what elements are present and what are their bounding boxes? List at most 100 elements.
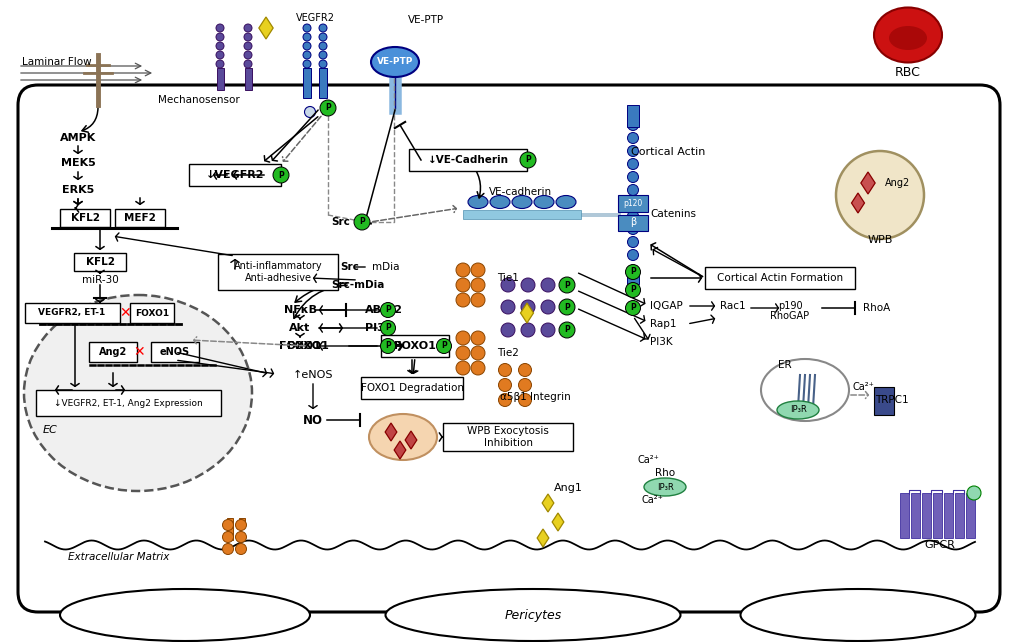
Circle shape [236, 519, 246, 530]
Text: P: P [525, 155, 531, 164]
Circle shape [319, 33, 327, 41]
Ellipse shape [761, 359, 849, 421]
Text: RhoGAP: RhoGAP [771, 311, 810, 321]
FancyBboxPatch shape [36, 390, 221, 416]
Circle shape [456, 331, 470, 345]
Text: β: β [630, 217, 636, 227]
Text: P: P [325, 103, 331, 112]
Text: ↓VE-Cadherin: ↓VE-Cadherin [428, 155, 508, 165]
FancyBboxPatch shape [361, 377, 463, 399]
Circle shape [628, 146, 638, 157]
FancyBboxPatch shape [189, 164, 281, 186]
Text: p120: p120 [624, 198, 642, 207]
Text: IP₃R: IP₃R [657, 483, 674, 492]
Bar [581, 213, 621, 217]
Text: Cortical Actin: Cortical Actin [631, 147, 706, 157]
Text: NO: NO [303, 413, 323, 426]
Text: Tie1: Tie1 [497, 273, 519, 283]
Ellipse shape [644, 478, 686, 496]
Circle shape [244, 24, 252, 32]
Circle shape [560, 322, 575, 338]
FancyBboxPatch shape [704, 267, 855, 289]
Text: Catenins: Catenins [650, 209, 696, 219]
Ellipse shape [874, 8, 942, 62]
Text: ↑eNOS: ↑eNOS [293, 370, 333, 380]
Text: ER: ER [778, 360, 792, 370]
Circle shape [236, 532, 246, 542]
Text: FOXO1 Degradation: FOXO1 Degradation [360, 383, 464, 393]
Circle shape [319, 42, 327, 50]
Circle shape [456, 361, 470, 375]
Circle shape [244, 33, 252, 41]
Circle shape [216, 24, 224, 32]
Text: MEF2: MEF2 [125, 213, 156, 223]
Bar [911, 493, 920, 538]
Ellipse shape [60, 589, 310, 641]
Circle shape [628, 159, 638, 169]
Ellipse shape [468, 196, 488, 209]
Text: eNOS: eNOS [160, 347, 190, 357]
Ellipse shape [534, 196, 554, 209]
Circle shape [471, 361, 485, 375]
Bar [239, 518, 245, 524]
FancyBboxPatch shape [25, 303, 119, 323]
Circle shape [381, 338, 395, 354]
Text: P: P [565, 325, 570, 334]
Text: ✕: ✕ [133, 345, 145, 359]
Text: VE-cadherin: VE-cadherin [488, 187, 551, 197]
Circle shape [244, 51, 252, 59]
Circle shape [381, 320, 395, 336]
Circle shape [244, 42, 252, 50]
Circle shape [303, 24, 311, 32]
FancyBboxPatch shape [130, 303, 174, 323]
Bar [216, 68, 224, 90]
Bar [227, 518, 233, 540]
Text: Pericytes: Pericytes [504, 609, 562, 621]
Circle shape [319, 51, 327, 59]
Bar [627, 268, 639, 284]
Text: P: P [385, 342, 391, 351]
Text: Laminar Flow: Laminar Flow [22, 57, 92, 67]
Bar [244, 68, 251, 90]
Circle shape [471, 293, 485, 307]
Polygon shape [552, 513, 564, 531]
Ellipse shape [556, 196, 576, 209]
Circle shape [501, 300, 515, 314]
Text: miR-30: miR-30 [82, 275, 118, 285]
Text: p190: p190 [778, 301, 803, 311]
Text: P: P [359, 218, 364, 227]
Text: FOXO1: FOXO1 [287, 341, 329, 351]
Text: MEK5: MEK5 [60, 158, 95, 168]
Circle shape [521, 278, 535, 292]
Text: AMPK: AMPK [60, 133, 96, 143]
Polygon shape [852, 193, 865, 213]
Circle shape [628, 223, 638, 234]
Circle shape [471, 263, 485, 277]
Ellipse shape [386, 589, 681, 641]
Ellipse shape [889, 26, 927, 50]
FancyBboxPatch shape [381, 335, 449, 357]
Text: P: P [565, 302, 570, 311]
Text: Src: Src [340, 262, 358, 272]
Polygon shape [537, 529, 549, 547]
Text: FOXO1: FOXO1 [394, 341, 436, 351]
Circle shape [456, 263, 470, 277]
Text: Cortical Actin Formation: Cortical Actin Formation [717, 273, 843, 283]
Circle shape [304, 107, 315, 117]
Circle shape [319, 24, 327, 32]
Circle shape [216, 51, 224, 59]
Circle shape [244, 60, 252, 68]
Text: PI3K: PI3K [650, 337, 673, 347]
Circle shape [437, 338, 451, 354]
Circle shape [541, 278, 555, 292]
FancyBboxPatch shape [60, 209, 110, 227]
Text: P: P [385, 324, 391, 333]
Text: Rho: Rho [654, 468, 675, 478]
Ellipse shape [740, 589, 975, 641]
Polygon shape [405, 431, 417, 449]
Circle shape [216, 33, 224, 41]
Text: mDia: mDia [372, 262, 399, 272]
Polygon shape [259, 17, 274, 39]
Text: Mechanosensor: Mechanosensor [158, 95, 240, 105]
Text: Ca²⁺: Ca²⁺ [852, 382, 874, 392]
